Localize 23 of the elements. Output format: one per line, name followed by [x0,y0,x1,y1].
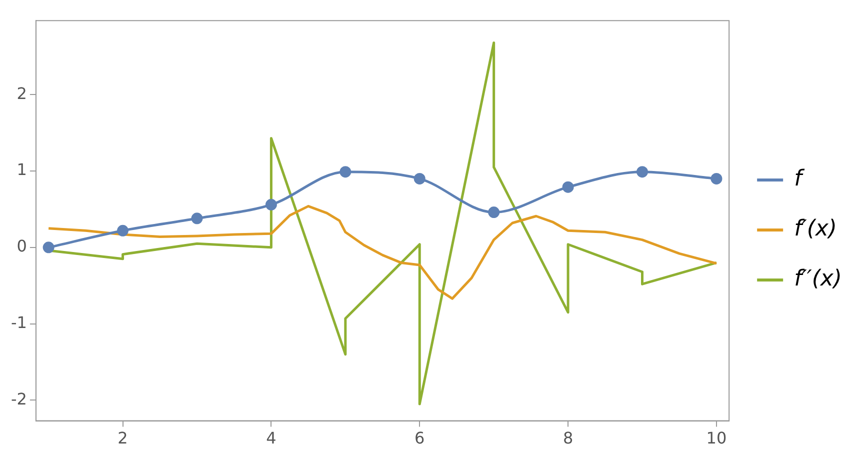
x-tick-label: 10 [706,428,727,448]
point [488,206,500,218]
point [42,242,54,254]
x-tick-label: 2 [118,428,128,448]
x-tick-label: 6 [414,428,425,448]
y-tick-label: 0 [16,236,27,256]
point [562,181,574,193]
point [191,212,203,224]
legend-label: f′′(x) [794,266,842,292]
y-tick-label: 1 [16,160,27,180]
point [117,224,129,236]
y-tick-label: -1 [11,312,27,332]
point [636,166,648,178]
x-tick-label: 4 [266,428,276,448]
y-tick-label: -2 [11,389,27,408]
x-tick-label: 8 [562,428,574,448]
point [340,166,352,178]
legend-label: f′(x) [794,216,838,242]
point [414,172,426,184]
point [710,172,722,184]
y-tick-label: 2 [16,84,27,103]
legend-label: f [794,166,806,192]
point [265,198,277,210]
